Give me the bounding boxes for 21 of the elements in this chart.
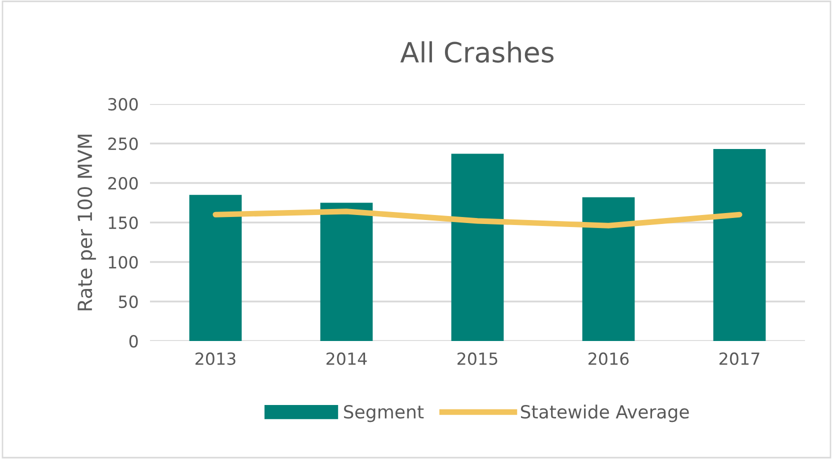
x-tick-label: 2015 (458, 352, 498, 366)
legend-label: Statewide Average (520, 404, 689, 422)
x-tick-label: 2017 (720, 352, 760, 366)
y-tick-label: 200 (108, 176, 138, 190)
y-tick-label: 100 (108, 256, 138, 269)
y-tick-label: 250 (108, 137, 138, 150)
x-tick-label: 2016 (588, 352, 629, 366)
y-tick-label: 0 (129, 334, 138, 348)
legend-label: Segment (344, 404, 424, 422)
x-tick-label: 2013 (196, 352, 236, 366)
bar (713, 149, 766, 341)
bar (582, 197, 635, 341)
bar (451, 154, 504, 341)
bar (189, 194, 242, 341)
y-tick-label: 300 (108, 98, 138, 111)
y-tick-label: 150 (108, 216, 138, 230)
x-tick-label: 2014 (326, 352, 367, 366)
y-tick-label: 50 (118, 295, 138, 308)
chart-title: All Crashes (400, 41, 554, 63)
bar (320, 202, 373, 341)
y-axis-title: Rate per 100 MVM (77, 134, 96, 310)
